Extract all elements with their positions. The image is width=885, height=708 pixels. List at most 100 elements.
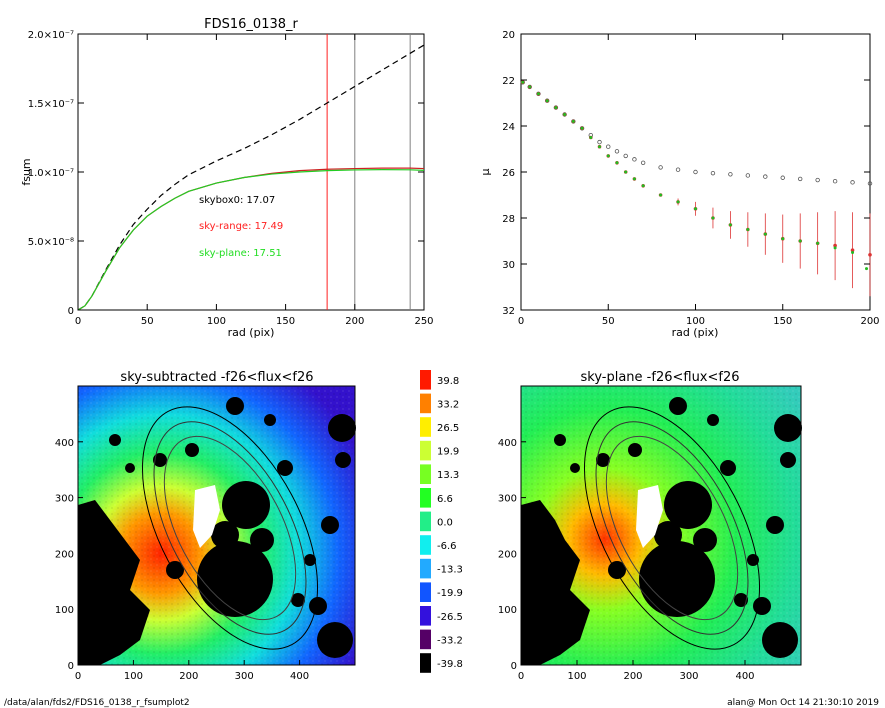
sky-subtracted-ytick-label: 300 [55, 494, 74, 505]
sky-plane-ytick-label: 100 [498, 605, 517, 616]
colorbar-swatch [420, 370, 431, 390]
sky-plane-frame [520, 385, 802, 666]
mu-point [833, 246, 837, 250]
mu-ytick-label: 32 [502, 306, 515, 317]
sky-subtracted-masks [78, 397, 356, 665]
mu-point [694, 207, 697, 211]
sky-plane-title: sky-plane -f26<flux<f26 [580, 370, 739, 385]
sky-plane-ytick-label: 400 [498, 438, 517, 449]
mu-point [728, 223, 732, 227]
mu-point [710, 170, 716, 176]
mu-ytick-label: 20 [502, 30, 515, 41]
sky-subtracted-saturated [193, 485, 220, 548]
colorbar-swatch [420, 464, 431, 484]
fsum-title: FDS16_0138_r [204, 17, 298, 32]
mu-xtick-label: 50 [602, 316, 615, 327]
mu-point [545, 99, 549, 103]
mu-point [676, 200, 680, 204]
colorbar-label: 39.8 [437, 376, 459, 387]
fsum-ytick-label: 5.0×10⁻⁸ [28, 237, 74, 248]
mu-point [554, 106, 558, 110]
sky-subtracted-xtick-label: 400 [290, 671, 309, 682]
sky-plane-masks [521, 397, 802, 665]
mu-point [867, 181, 873, 186]
fsum-xtick-label: 0 [75, 316, 81, 327]
fsum-series-0 [77, 44, 425, 311]
fsum-axes-frame [77, 33, 425, 311]
sky-subtracted-xtick-label: 200 [179, 671, 198, 682]
colorbar-label: -39.8 [437, 659, 463, 670]
mu-point [597, 139, 602, 145]
mu-point [641, 184, 645, 188]
fsum-xlabel: rad (pix) [228, 326, 275, 339]
mu-point [632, 157, 637, 162]
mu-point [763, 232, 767, 236]
fsum-ylabel: fsum [20, 158, 33, 185]
mu-point [623, 153, 628, 159]
mu-point [580, 126, 584, 130]
mu-xtick-label: 150 [773, 316, 792, 327]
mu-xlabel: rad (pix) [672, 326, 719, 339]
colorbar-swatch [420, 606, 431, 626]
mu-series-0 [520, 80, 873, 186]
sky-plane-ytick-label: 300 [498, 494, 517, 505]
sky-plane-panel: sky-plane -f26<flux<f26 [498, 370, 802, 682]
mu-point [865, 267, 869, 271]
fsum-panel: FDS16_0138_r 0 50 100 150 200 250 0 5.0×10⁻⁸ 1.… [20, 17, 434, 339]
mu-point [536, 92, 540, 96]
fsum-series-2 [77, 169, 425, 311]
mu-point [780, 175, 785, 180]
sky-plane-saturated [636, 485, 663, 548]
sky-subtracted-ellipses [141, 406, 319, 650]
mu-point [693, 169, 698, 175]
colorbar-label: -19.9 [437, 588, 463, 599]
sky-subtracted-ytick-label: 400 [55, 438, 74, 449]
fsum-xtick-label: 50 [141, 316, 154, 327]
mu-point [632, 177, 636, 181]
sky-subtracted-xtick-label: 100 [124, 671, 143, 682]
mu-point [614, 149, 620, 154]
fsum-xtick-label: 150 [276, 316, 295, 327]
mu-point [850, 180, 855, 185]
mu-point [816, 241, 820, 245]
colorbar-swatch [420, 488, 431, 508]
mu-point [728, 172, 733, 177]
mu-point [798, 239, 802, 243]
mu-ytick-label: 22 [502, 76, 515, 87]
fsum-xtick-label: 250 [414, 316, 433, 327]
annotation-sky-plane: sky-plane: 17.51 [199, 248, 282, 259]
colorbar-swatch [420, 582, 431, 602]
colorbar-swatch [420, 417, 431, 437]
colorbar-label: 6.6 [437, 494, 453, 505]
mu-xtick-label: 200 [860, 316, 879, 327]
mu-point [868, 253, 872, 257]
mu-ytick-label: 28 [502, 214, 515, 225]
mu-point [606, 154, 610, 158]
mu-point [850, 248, 855, 252]
mu-point [658, 165, 663, 170]
mu-point [598, 145, 602, 149]
colorbar-label: 13.3 [437, 470, 459, 481]
colorbar-swatch [420, 511, 431, 532]
colorbar-swatch [420, 535, 431, 555]
mu-point [711, 216, 715, 220]
fsum-ytick-label: 2.0×10⁻⁷ [28, 30, 74, 41]
sky-subtracted-xtick-label: 0 [75, 671, 81, 682]
mu-ylabel: μ [479, 169, 492, 176]
mu-point [781, 237, 785, 241]
sky-plane-ytick-label: 200 [498, 549, 517, 560]
footer-timestamp: alan@ Mon Oct 14 21:30:10 2019 [727, 698, 879, 708]
mu-point [833, 243, 837, 248]
sky-subtracted-ytick-label: 200 [55, 549, 74, 560]
mu-xtick-label: 100 [686, 316, 705, 327]
mu-point [675, 167, 681, 172]
colorbar-label: 33.2 [437, 399, 459, 410]
sky-subtracted-ytick-label: 0 [68, 661, 74, 672]
mu-point [528, 85, 532, 89]
mu-point [521, 80, 525, 84]
sky-plane-xtick-label: 200 [623, 671, 642, 682]
sky-subtracted-title: sky-subtracted -f26<flux<f26 [120, 370, 313, 385]
mu-series-2 [521, 80, 869, 271]
mu-point [624, 170, 628, 174]
